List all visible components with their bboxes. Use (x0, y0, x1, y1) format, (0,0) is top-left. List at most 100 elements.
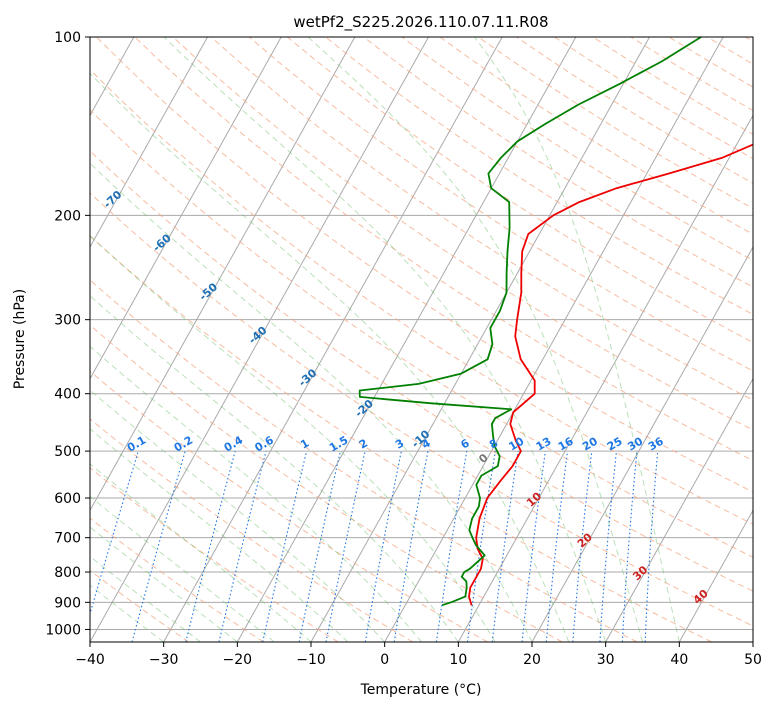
y-tick-label: 100 (54, 30, 81, 46)
x-tick-label: −20 (223, 652, 253, 668)
y-tick-label: 600 (54, 491, 81, 507)
mixing-ratio-line (185, 450, 236, 642)
chart-title: wetPf2_S225.2026.110.07.11.R08 (293, 13, 548, 32)
isotherm-line (531, 246, 753, 642)
isotherm-line (384, 37, 724, 642)
y-tick-label: 1000 (45, 622, 81, 638)
mixing-ratio-label: 6 (458, 436, 471, 451)
isotherm-line (90, 37, 209, 249)
x-tick-label: −40 (75, 652, 105, 668)
y-tick-label: 200 (54, 208, 81, 224)
dry-adiabat-line (401, 37, 753, 262)
y-axis-label: Pressure (hPa) (12, 289, 28, 389)
mixing-ratio-line (521, 451, 546, 642)
mixing-ratio-line (262, 450, 308, 642)
y-tick-label: 700 (54, 531, 81, 547)
moist-adiabat-line (90, 295, 459, 642)
moist-adiabat-line (90, 555, 201, 642)
dry-adiabat-line (516, 37, 753, 184)
dry-adiabat-line (90, 517, 264, 642)
mixing-ratio-line (435, 451, 468, 642)
dry-adiabat-line (172, 37, 753, 431)
moist-adiabat-line (90, 428, 349, 642)
isotherm-line (752, 640, 753, 642)
dewpoint-profile-line (358, 37, 702, 607)
x-tick-label: 50 (744, 652, 762, 668)
x-axis-ticks: −40 −30 −20 −10 0 10 20 30 40 50 (75, 642, 762, 668)
isotherm-line (310, 37, 651, 642)
temperature-profile-line (468, 143, 753, 606)
dry-adiabat-line (90, 370, 488, 642)
dry-adiabat-line (363, 37, 753, 288)
y-tick-label: 900 (54, 595, 81, 611)
isotherm-line (457, 114, 753, 642)
moist-adiabat-line (90, 495, 275, 642)
moist-adiabat-line (90, 389, 386, 642)
isotherm-line (90, 37, 430, 642)
x-tick-label: 20 (523, 652, 541, 668)
dry-adiabat-line (90, 192, 753, 627)
dry-adiabat-line (90, 279, 638, 642)
mixing-ratio-line (90, 450, 139, 616)
moist-adiabat-line (474, 37, 680, 642)
line-labels: 0.1 0.2 0.4 0.6 1 1.5 2 3 4 6 8 10 13 16 20 25 30 36-70-6… (101, 188, 711, 607)
mixing-ratio-line (298, 450, 341, 642)
isotherm-line (163, 37, 503, 642)
x-axis-label: Temperature (°C) (360, 682, 482, 698)
dry-adiabat-line (439, 37, 753, 235)
moist-adiabat-line (90, 162, 533, 642)
dry-adiabat-line (287, 37, 753, 343)
background-lines (0, 24, 753, 654)
dry-adiabat-line (210, 37, 753, 401)
dry-adiabat-line (90, 109, 753, 558)
y-axis-ticks: 100 200 300 400 500 600 700 800 900 1000 (45, 30, 90, 638)
moist-adiabat-line (90, 345, 422, 642)
dry-adiabat-line (90, 418, 414, 642)
mixing-ratio-line (572, 451, 593, 642)
dry-adiabat-line (90, 150, 753, 592)
isotherm-label: 20 (575, 530, 595, 550)
x-tick-label: 10 (449, 652, 467, 668)
isotherm-line (0, 24, 68, 654)
x-tick-label: 0 (380, 652, 389, 668)
mixing-ratio-line (491, 451, 519, 642)
dry-adiabat-line (90, 235, 712, 642)
y-tick-label: 800 (54, 565, 81, 581)
dry-adiabat-line (668, 37, 753, 88)
isotherm-line (90, 37, 356, 512)
mixing-ratio-label: 2 (357, 437, 370, 452)
dry-adiabat-line (96, 37, 753, 493)
isotherm-line (236, 37, 577, 642)
x-tick-label: 30 (597, 652, 615, 668)
moist-adiabat-line (90, 235, 496, 642)
dry-adiabat-line (248, 37, 753, 372)
x-tick-label: −10 (296, 652, 326, 668)
isotherm-line (605, 377, 753, 642)
y-tick-label: 300 (54, 313, 81, 329)
isotherm-line (90, 37, 282, 380)
dry-adiabat-line (745, 37, 753, 43)
mixing-ratio-label: 3 (393, 437, 406, 452)
dry-adiabat-line (90, 569, 190, 642)
mixing-ratio-line (599, 451, 618, 642)
isotherm-line (678, 509, 753, 642)
dry-adiabat-line (134, 37, 753, 462)
x-tick-label: −30 (149, 652, 179, 668)
mixing-ratio-line (621, 451, 638, 642)
isotherm-label: 0 (476, 451, 491, 466)
mixing-ratio-line (218, 450, 267, 642)
plot-frame (89, 36, 754, 643)
x-tick-label: 40 (670, 652, 688, 668)
dry-adiabat-line (90, 68, 753, 525)
y-tick-label: 500 (54, 444, 81, 460)
mixing-ratio-line (644, 451, 659, 642)
mixing-ratio-line (466, 451, 496, 642)
dry-adiabat-line (325, 37, 753, 316)
dry-adiabat-line (90, 324, 563, 642)
mixing-ratio-line (325, 450, 366, 642)
isotherm-label: 40 (691, 587, 711, 607)
y-tick-label: 400 (54, 387, 81, 403)
mixing-ratio-line (545, 451, 569, 642)
moist-adiabat-line (307, 37, 643, 642)
